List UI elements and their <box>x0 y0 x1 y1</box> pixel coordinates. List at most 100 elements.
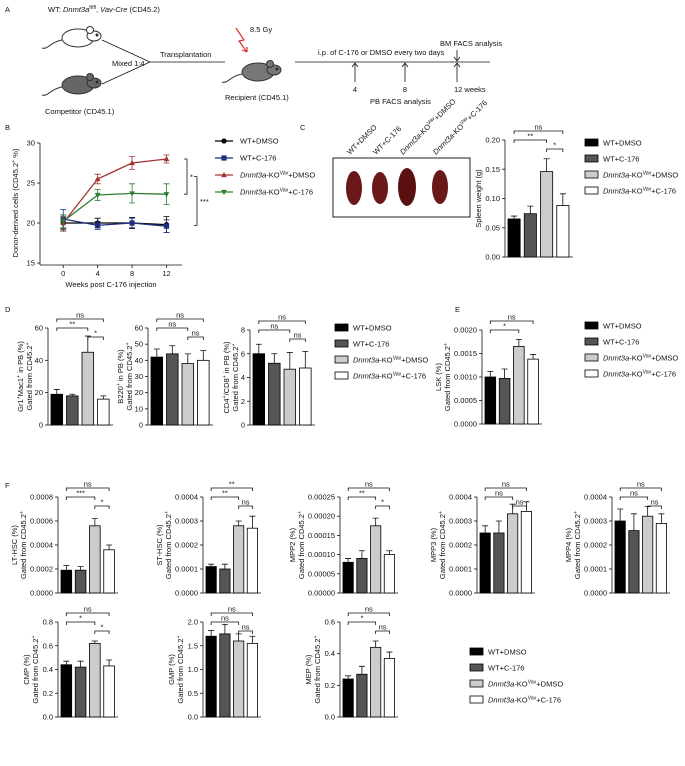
y-tick-label: 0.0000 <box>584 589 607 598</box>
significance-bracket <box>347 496 377 500</box>
significance-bracket <box>619 496 649 500</box>
significance-label: ns <box>502 480 510 489</box>
y-tick-label: 0 <box>39 421 43 430</box>
y-tick-label: 0.0000 <box>449 589 472 598</box>
legend-swatch <box>584 138 599 147</box>
significance-bracket <box>489 329 520 333</box>
bar <box>103 549 115 594</box>
y-tick-label: 30 <box>27 139 35 148</box>
text-part: Gated from CD45.2 <box>573 514 582 579</box>
text-part: +C-176 <box>288 188 313 197</box>
y-axis-label: Gated from CD45.2+ <box>231 343 240 411</box>
error-bar <box>53 389 60 395</box>
error-bar <box>358 665 365 675</box>
text-part: +C-176 <box>651 187 676 196</box>
spleen-image <box>332 157 471 218</box>
significance-bracket <box>65 487 110 491</box>
y-tick-label: 0.00015 <box>308 531 335 540</box>
bar <box>642 515 654 594</box>
bar <box>356 673 368 718</box>
y-tick-label: 0.00005 <box>308 569 335 578</box>
bar <box>60 569 73 594</box>
error-bar <box>302 350 309 368</box>
y-tick-label: 0.0003 <box>584 517 607 526</box>
significance-bracket <box>375 630 390 634</box>
y-tick-label: 0.0 <box>325 713 335 722</box>
text-part: %) <box>11 148 20 160</box>
text-part: + <box>11 160 17 163</box>
text-part: + <box>222 375 228 378</box>
significance-label: * <box>79 614 82 623</box>
text-part: Dnmt3a <box>240 171 266 180</box>
timepoint-label: 4 <box>353 85 357 94</box>
significance-label: ns <box>651 498 659 507</box>
text-part: + <box>231 343 237 346</box>
error-bar <box>200 350 207 361</box>
text-part: fl/fl <box>89 5 96 11</box>
y-tick-label: 0.0 <box>43 713 53 722</box>
significance-bracket <box>56 318 104 322</box>
significance-bracket <box>87 336 104 340</box>
significance-label: ns <box>637 480 645 489</box>
text-part: Vav <box>643 370 652 376</box>
marker <box>163 155 170 162</box>
significance-bracket <box>258 329 291 333</box>
y-tick-label: 1.5 <box>188 641 198 650</box>
significance-label: ns <box>221 614 229 623</box>
bar <box>484 376 497 425</box>
x-tick-label: 12 <box>162 269 170 278</box>
significance-label: * <box>101 623 104 632</box>
y-tick-label: 0.00010 <box>308 550 335 559</box>
error-bar <box>345 558 352 563</box>
error-bar <box>91 640 98 644</box>
significance-label: ns <box>278 313 286 322</box>
y-tick-label: 0.15 <box>485 165 500 174</box>
y-tick-label: 1.0 <box>188 665 198 674</box>
text-part: -KO <box>629 187 643 196</box>
error-bar <box>221 563 228 569</box>
legend-label: WT+C-176 <box>603 338 639 347</box>
significance-bracket <box>238 505 253 509</box>
legend-swatch <box>334 323 349 332</box>
error-bar <box>63 565 70 571</box>
text-part: Gated from CD45.2 <box>443 346 452 411</box>
legend-label: Dnmt3a-KOVav+C-176 <box>240 188 313 197</box>
significance-label: * <box>553 141 556 150</box>
significance-label: *** <box>76 489 85 498</box>
significance-bracket <box>56 327 89 331</box>
text-part: Gated from CD45.2 <box>313 639 322 704</box>
y-tick-label: 0.0010 <box>454 373 477 382</box>
transplant-label: Transplantation <box>160 50 211 59</box>
marker <box>221 189 227 196</box>
text-part: +DMSO <box>651 354 678 363</box>
significance-bracket <box>184 158 188 195</box>
legend-swatch <box>584 154 599 163</box>
marker <box>60 219 67 225</box>
error-bar <box>169 345 176 354</box>
text-part: -KO <box>379 372 393 381</box>
y-tick-label: 0.0 <box>188 713 198 722</box>
error-bar <box>617 508 624 521</box>
panel-label: E <box>455 305 460 314</box>
legend-swatch <box>584 321 599 330</box>
significance-bracket <box>546 148 564 152</box>
bar <box>540 171 554 258</box>
y-tick-label: 0.00020 <box>308 512 335 521</box>
y-tick-label: 2 <box>241 397 245 406</box>
legend-label: WT+DMSO <box>488 648 527 657</box>
significance-bracket <box>647 505 662 509</box>
radiation-icon <box>235 27 248 53</box>
text-part: Gated from CD45.2 <box>31 639 40 704</box>
y-tick-label: 0.00 <box>485 253 500 262</box>
text-part: Vav <box>528 680 537 686</box>
y-axis-label: Gated from CD45.2+ <box>176 635 185 703</box>
y-tick-label: 0.0004 <box>30 541 53 550</box>
y-axis-label: Spleen weight (g) <box>474 169 483 228</box>
error-bar <box>372 640 379 648</box>
y-axis-label: Gated from CD45.2+ <box>164 511 173 579</box>
significance-label: ns <box>192 329 200 338</box>
text-part: Gated from CD45.2 <box>297 514 306 579</box>
bar <box>181 363 195 426</box>
y-axis-label: Gated from CD45.2+ <box>19 511 28 579</box>
y-axis-label: Gated from CD45.2+ <box>443 343 452 411</box>
